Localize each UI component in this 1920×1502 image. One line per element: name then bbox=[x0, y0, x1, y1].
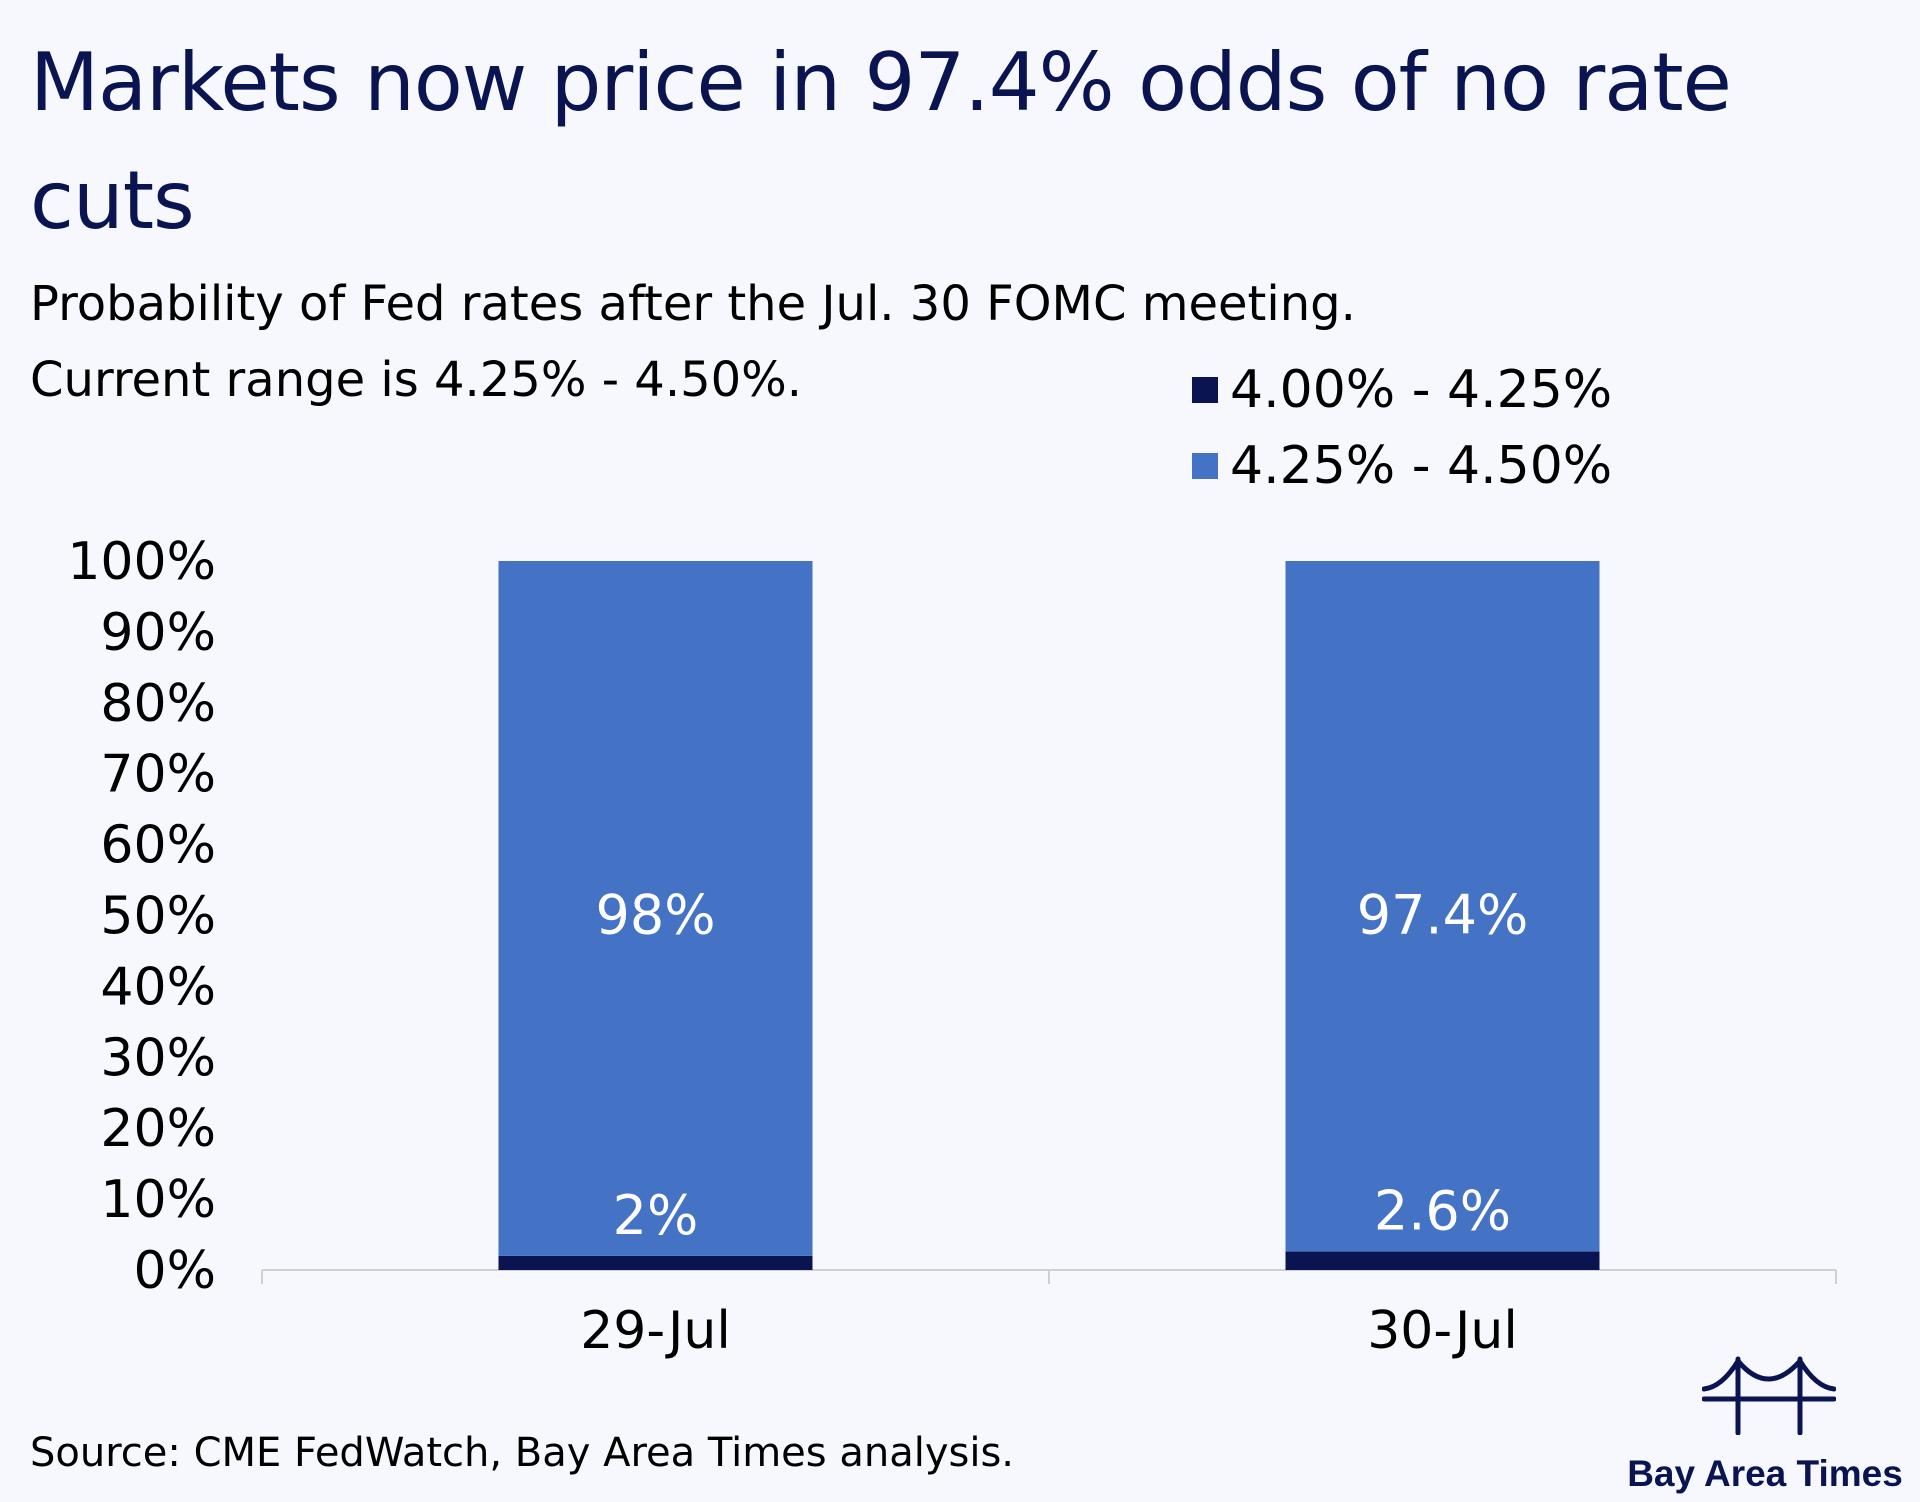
bar-segment-cut bbox=[498, 1255, 813, 1270]
chart-subtitle: Probability of Fed rates after the Jul. … bbox=[30, 266, 1630, 418]
y-tick-label: 90% bbox=[100, 603, 216, 663]
bar-segment-hold bbox=[498, 561, 813, 1256]
subtitle-line-2: Current range is 4.25% - 4.50%. bbox=[30, 352, 803, 408]
y-tick-label: 20% bbox=[100, 1099, 216, 1159]
y-tick-label: 0% bbox=[134, 1241, 217, 1301]
legend-swatch-hold bbox=[1192, 453, 1218, 479]
legend-item-cut: 4.00% - 4.25% bbox=[1192, 352, 1612, 428]
legend-label-cut: 4.00% - 4.25% bbox=[1230, 360, 1613, 420]
data-label-hold: 98% bbox=[595, 884, 715, 947]
y-tick-label: 30% bbox=[100, 1028, 216, 1088]
chart-legend: 4.00% - 4.25% 4.25% - 4.50% bbox=[1192, 352, 1612, 504]
chart-title: Markets now price in 97.4% odds of no ra… bbox=[30, 36, 1732, 247]
x-tick-label: 30-Jul bbox=[1367, 1301, 1518, 1361]
brand-name: Bay Area Times bbox=[1627, 1453, 1903, 1494]
y-tick-label: 80% bbox=[100, 674, 216, 734]
x-tick-label: 29-Jul bbox=[580, 1301, 731, 1361]
subtitle-line-1: Probability of Fed rates after the Jul. … bbox=[30, 276, 1356, 332]
data-label-cut: 2.6% bbox=[1374, 1180, 1511, 1243]
source-note: Source: CME FedWatch, Bay Area Times ana… bbox=[30, 1430, 1015, 1476]
legend-label-hold: 4.25% - 4.50% bbox=[1230, 436, 1613, 496]
y-tick-label: 70% bbox=[100, 745, 216, 805]
legend-swatch-cut bbox=[1192, 377, 1218, 403]
y-tick-label: 100% bbox=[67, 532, 216, 592]
legend-item-hold: 4.25% - 4.50% bbox=[1192, 428, 1612, 504]
y-tick-label: 50% bbox=[100, 887, 216, 947]
bar-segment-hold bbox=[1285, 561, 1600, 1252]
y-tick-label: 40% bbox=[100, 957, 216, 1017]
bridge-icon bbox=[1702, 1356, 1836, 1435]
y-tick-label: 60% bbox=[100, 816, 216, 876]
data-label-cut: 2% bbox=[613, 1184, 699, 1247]
y-tick-label: 10% bbox=[100, 1170, 216, 1230]
bar-segment-cut bbox=[1285, 1251, 1600, 1270]
brand-logo: Bay Area Times bbox=[1620, 1345, 1910, 1495]
data-label-hold: 97.4% bbox=[1357, 884, 1529, 947]
